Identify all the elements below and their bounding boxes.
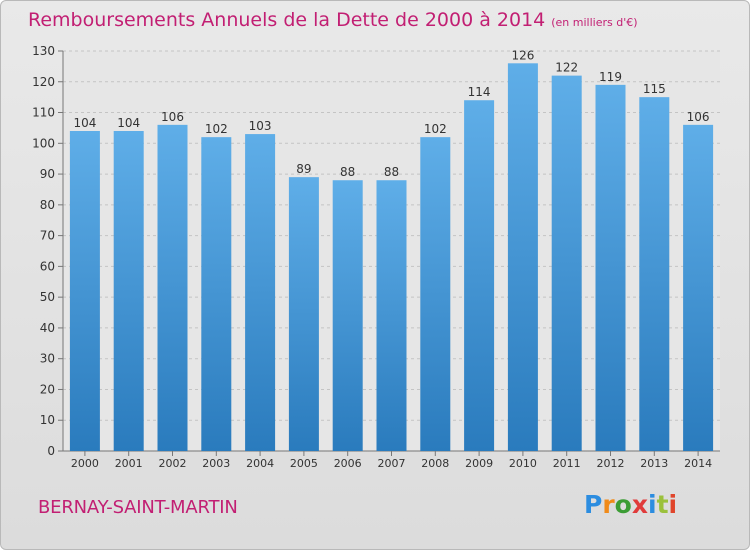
- y-tick-label: 50: [40, 290, 55, 304]
- logo-letter: t: [656, 490, 669, 519]
- bar-value-label: 126: [511, 48, 534, 62]
- chart-title: Remboursements Annuels de la Dette de 20…: [28, 9, 638, 31]
- proxiti-logo: Proxiti: [584, 490, 677, 519]
- bar-2007: [376, 180, 407, 451]
- x-tick-label: 2013: [640, 457, 668, 470]
- place-name: BERNAY-SAINT-MARTIN: [38, 497, 238, 518]
- bar-value-label: 88: [384, 165, 399, 179]
- bar-2011: [551, 75, 582, 451]
- y-tick-label: 80: [40, 198, 55, 212]
- bar-2004: [245, 134, 276, 452]
- bar-value-label: 106: [687, 110, 710, 124]
- bar-value-label: 102: [205, 122, 228, 136]
- logo-letter: i: [648, 490, 657, 519]
- bar-value-label: 103: [249, 119, 272, 133]
- bar-2012: [595, 84, 626, 451]
- x-tick-label: 2011: [553, 457, 581, 470]
- bar-value-label: 102: [424, 122, 447, 136]
- bar-value-label: 104: [73, 116, 96, 130]
- y-tick-label: 90: [40, 167, 55, 181]
- x-tick-label: 2010: [509, 457, 537, 470]
- y-tick-label: 130: [32, 44, 55, 58]
- logo-letter: x: [631, 490, 648, 519]
- bar-value-label: 89: [296, 162, 311, 176]
- bar-2000: [69, 131, 100, 451]
- bar-value-label: 106: [161, 110, 184, 124]
- bar-value-label: 115: [643, 82, 666, 96]
- bar-value-label: 119: [599, 70, 622, 84]
- y-tick-label: 100: [32, 136, 55, 150]
- bar-2006: [332, 180, 363, 451]
- x-tick-label: 2008: [421, 457, 449, 470]
- x-tick-label: 2007: [378, 457, 406, 470]
- logo-letter: r: [602, 490, 615, 519]
- bars: [69, 63, 714, 452]
- logo-letter: i: [668, 490, 678, 519]
- bar-value-label: 88: [340, 165, 355, 179]
- y-tick-label: 10: [40, 413, 55, 427]
- x-axis-ticks: 2000 2001 2002 2003 2004 2005 2006 2007 2008 2009…: [71, 451, 712, 470]
- y-tick-label: 60: [40, 259, 55, 273]
- bar-value-labels: 104 104 106 102 103 89 88 88 102 114 126 122 119 115 1…: [73, 48, 709, 179]
- x-tick-label: 2006: [334, 457, 362, 470]
- bar-2001: [113, 131, 144, 451]
- x-tick-label: 2001: [115, 457, 143, 470]
- bar-2010: [507, 63, 538, 452]
- bar-value-label: 122: [555, 61, 578, 75]
- logo-letter: P: [584, 490, 603, 519]
- bar-2014: [683, 124, 714, 451]
- bar-2009: [464, 100, 495, 451]
- x-tick-label: 2002: [159, 457, 187, 470]
- y-tick-label: 0: [47, 444, 55, 458]
- y-tick-label: 20: [40, 382, 55, 396]
- bar-value-label: 114: [468, 85, 491, 99]
- y-tick-label: 40: [40, 321, 55, 335]
- x-tick-label: 2000: [71, 457, 99, 470]
- chart-unit: (en milliers d'€): [551, 16, 638, 29]
- chart-title-text: Remboursements Annuels de la Dette de 20…: [28, 9, 546, 31]
- bar-2003: [201, 137, 232, 451]
- x-tick-label: 2009: [465, 457, 493, 470]
- y-tick-label: 70: [40, 229, 55, 243]
- x-tick-label: 2014: [684, 457, 712, 470]
- bar-2002: [157, 124, 188, 451]
- bar-2005: [288, 177, 319, 451]
- y-tick-label: 30: [40, 352, 55, 366]
- bar-value-label: 104: [117, 116, 140, 130]
- y-tick-label: 120: [32, 75, 55, 89]
- bar-2008: [420, 137, 451, 451]
- x-tick-label: 2005: [290, 457, 318, 470]
- x-tick-label: 2012: [597, 457, 625, 470]
- x-tick-label: 2003: [202, 457, 230, 470]
- logo-letter: o: [614, 490, 632, 519]
- x-tick-label: 2004: [246, 457, 274, 470]
- y-tick-label: 110: [32, 106, 55, 120]
- bar-2013: [639, 97, 670, 452]
